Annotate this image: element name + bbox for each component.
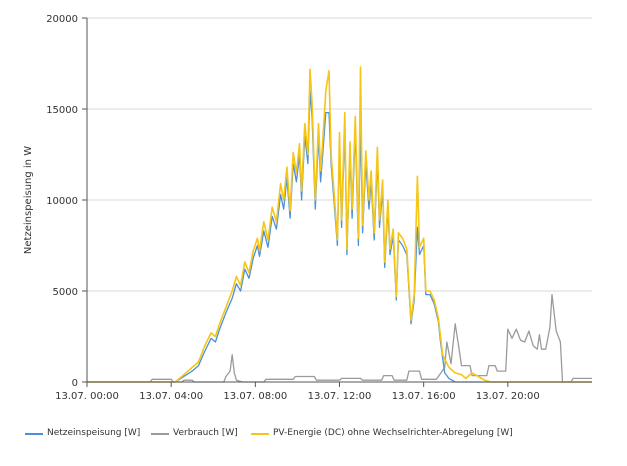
legend-label-verbrauch: Verbrauch [W] <box>173 428 238 438</box>
x-tick-label: 13.07. 04:00 <box>139 391 203 402</box>
x-tick-label: 13.07. 00:00 <box>55 391 119 402</box>
axes <box>82 17 592 387</box>
x-tick-labels: 13.07. 00:00 13.07. 04:00 13.07. 08:00 13.0… <box>55 391 540 402</box>
series-line-pv-energie <box>87 66 592 383</box>
legend-label-pv-energie: PV-Energie (DC) ohne Wechselrichter-Abre… <box>273 428 513 438</box>
x-tick-label: 13.07. 20:00 <box>476 391 540 402</box>
x-tick-label: 13.07. 12:00 <box>308 391 372 402</box>
y-tick-label: 5000 <box>53 287 78 298</box>
legend-swatch-netzeinspeisung <box>25 433 43 435</box>
series-line-verbrauch <box>87 293 592 383</box>
x-tick-label: 13.07. 08:00 <box>223 391 287 402</box>
x-tick-label: 13.07. 16:00 <box>392 391 456 402</box>
legend-label-netzeinspeisung: Netzeinspeisung [W] <box>47 428 141 438</box>
y-axis-label: Netzeinspeisung in W <box>23 146 34 254</box>
legend: Netzeinspeisung [W] Verbrauch [W] PV-Ene… <box>0 428 627 464</box>
legend-swatch-pv-energie <box>251 433 269 435</box>
y-tick-label: 20000 <box>46 14 78 25</box>
gridlines <box>87 17 592 292</box>
y-tick-label: 10000 <box>46 196 78 207</box>
series-lines <box>87 66 592 383</box>
y-tick-labels: 0 5000 10000 15000 20000 <box>46 14 78 389</box>
legend-swatch-verbrauch <box>151 433 169 435</box>
y-tick-label: 15000 <box>46 105 78 116</box>
y-tick-label: 0 <box>72 378 78 389</box>
